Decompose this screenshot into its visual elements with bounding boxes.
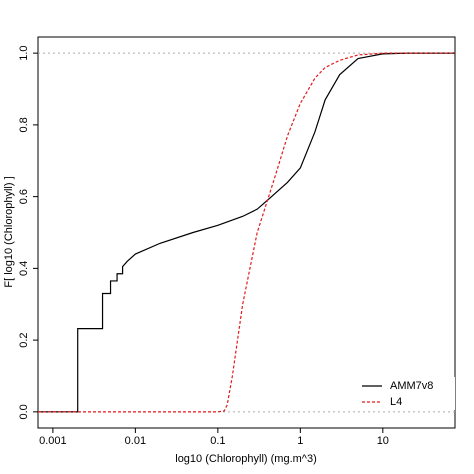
x-axis-label: log10 (Chlorophyll) (mg.m^3) xyxy=(175,453,317,465)
y-tick-label: 0.8 xyxy=(18,117,30,132)
x-tick-label: 0.001 xyxy=(39,435,67,447)
y-tick-label: 0.0 xyxy=(18,404,30,419)
plot-frame xyxy=(37,36,456,429)
x-tick-label: 10 xyxy=(377,435,389,447)
legend-label: L4 xyxy=(390,396,402,408)
y-tick-label: 0.6 xyxy=(18,189,30,204)
series-line xyxy=(38,52,455,413)
legend-label: AMM7v8 xyxy=(390,380,433,392)
y-tick-label: 0.4 xyxy=(18,261,30,276)
x-tick-label: 0.1 xyxy=(210,435,225,447)
y-tick-label: 0.2 xyxy=(18,332,30,347)
series-line xyxy=(38,52,455,413)
legend-box xyxy=(357,377,455,410)
y-tick-label: 1.0 xyxy=(18,45,30,60)
x-tick-label: 0.01 xyxy=(125,435,146,447)
y-axis-label: F[ log10 (Chlorophyll) ] xyxy=(3,176,15,287)
x-tick-label: 1 xyxy=(297,435,303,447)
